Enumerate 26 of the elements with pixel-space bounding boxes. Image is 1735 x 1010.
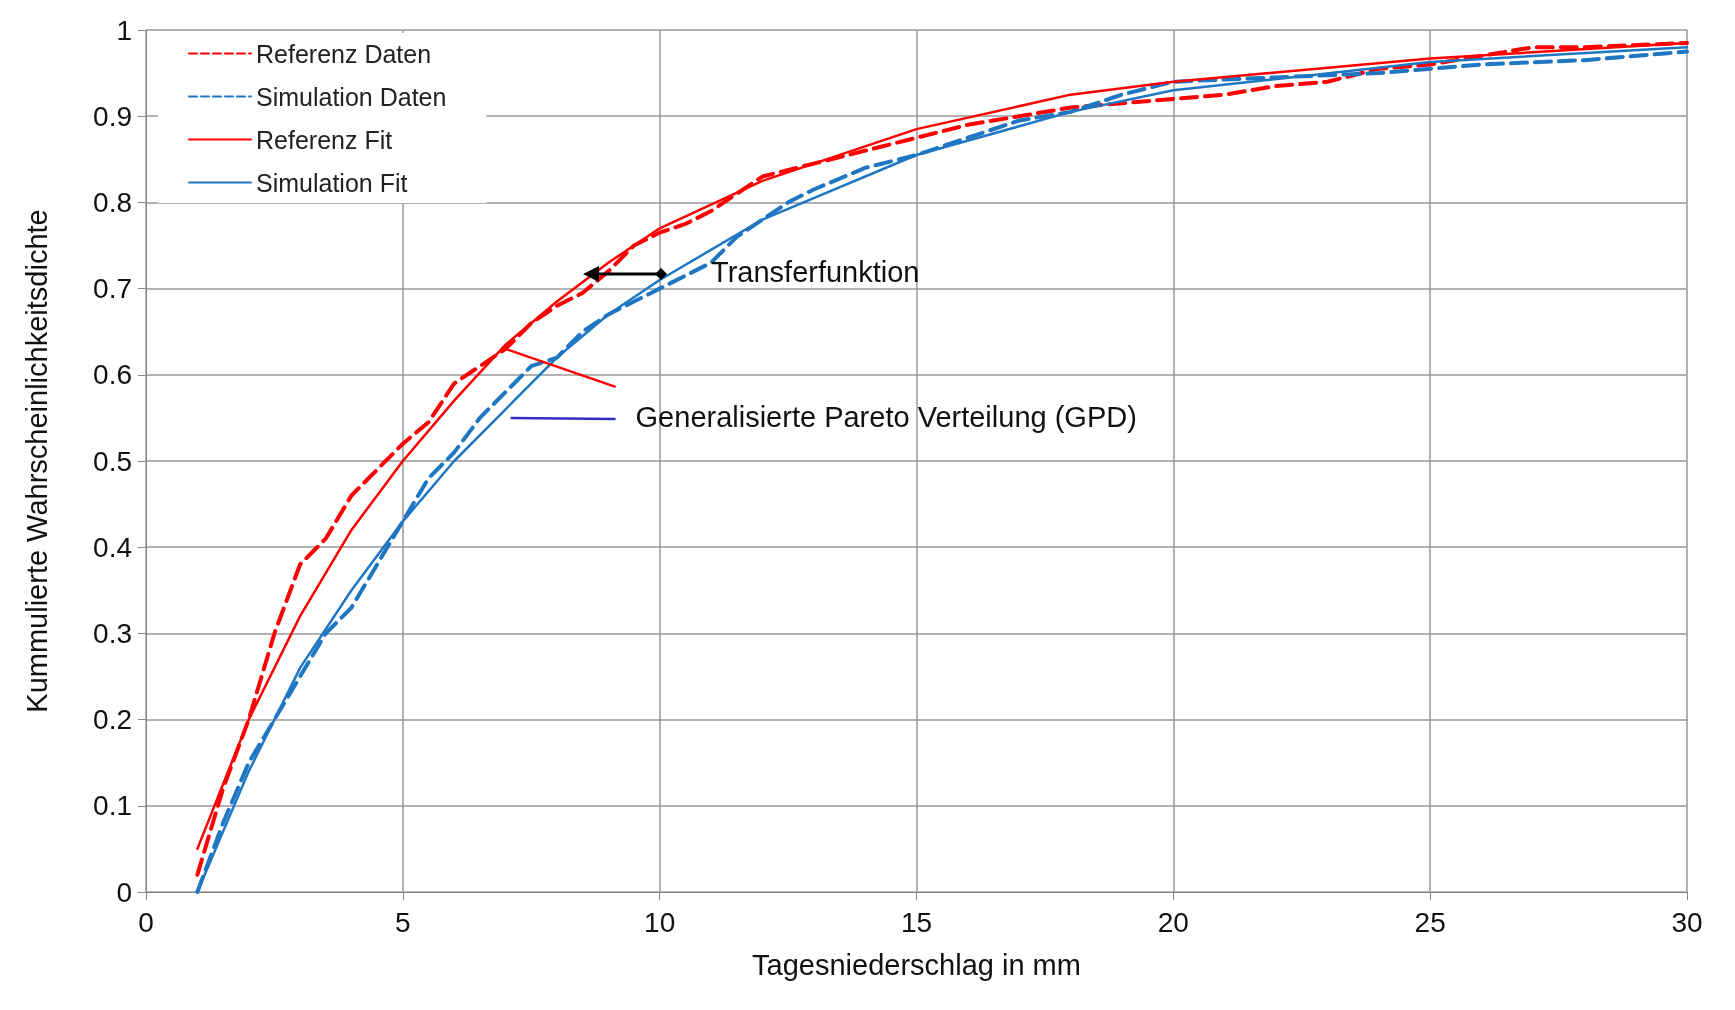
legend-label: Simulation Fit [256,168,408,197]
x-tick-label: 5 [395,906,411,938]
y-tick-label: 0.3 [93,617,132,649]
x-tick-label: 30 [1671,906,1703,938]
y-tick-label: 0.8 [93,186,132,218]
y-tick-label: 0.4 [93,531,132,563]
y-tick-label: 0.5 [93,445,132,477]
annotation: Generalisierte Pareto Verteilung (GPD) [635,400,1137,433]
x-axis-title: Tagesniederschlag in mm [752,948,1081,981]
x-tick-label: 15 [900,906,933,938]
y-tick-label: 0.2 [93,704,132,736]
x-tick-label: 0 [138,906,154,938]
annotation: Transferfunktion [711,255,920,288]
legend-label: Referenz Daten [256,39,432,68]
x-tick-label: 25 [1414,906,1446,938]
y-tick-label: 0 [116,876,132,908]
y-axis-title: Kummulierte Wahrscheinlichkeitsdichte [20,209,53,713]
y-tick-label: 0.9 [93,100,132,132]
legend-label: Referenz Fit [256,125,393,154]
legend-label: Simulation Daten [256,82,447,111]
x-tick-label: 10 [644,906,676,938]
y-tick-label: 0.7 [93,273,132,305]
y-tick-label: 0.1 [93,790,132,822]
x-tick-label: 20 [1157,906,1189,938]
y-tick-label: 1 [116,14,132,46]
y-tick-label: 0.6 [93,359,132,391]
